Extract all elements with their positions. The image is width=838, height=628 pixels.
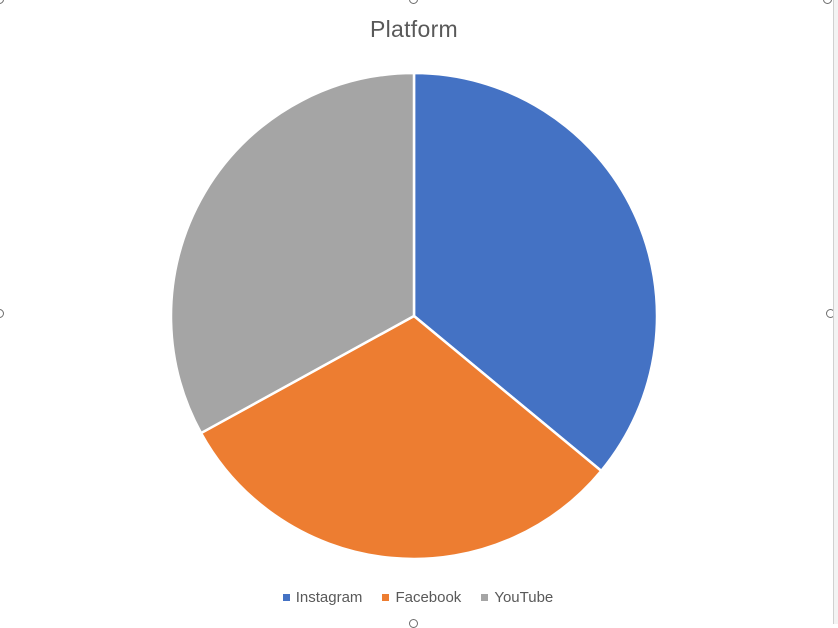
pie-slices [169,71,659,561]
sheet-edge [833,0,838,624]
legend-swatch-youtube [481,594,489,601]
legend-label-instagram: Instagram [295,589,363,606]
chart-legend[interactable]: Instagram Facebook YouTube [0,589,836,606]
pie-slice-instagram[interactable] [412,71,659,473]
legend-item-facebook[interactable]: Facebook [382,589,461,606]
legend-label-facebook: Facebook [395,589,462,606]
legend-label-youtube: YouTube [494,589,554,606]
chart-title[interactable]: Platform [369,16,459,42]
legend-item-instagram[interactable]: Instagram [282,589,363,606]
pie-slice-facebook[interactable] [199,314,603,561]
legend-swatch-instagram [282,594,290,601]
legend-item-youtube[interactable]: YouTube [481,589,553,606]
pie-slice-youtube[interactable] [169,71,416,435]
legend-swatch-facebook [382,594,390,601]
